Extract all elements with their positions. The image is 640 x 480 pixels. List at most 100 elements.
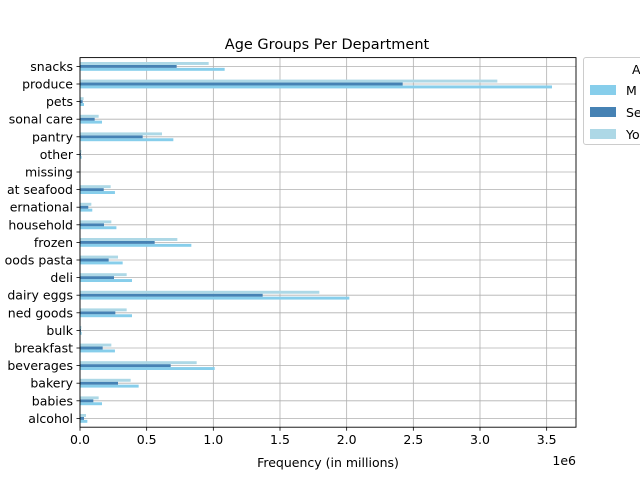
y-tick-label: produce — [22, 77, 73, 92]
bar — [80, 155, 82, 159]
y-tick-label: oods pasta — [5, 253, 73, 268]
bar — [80, 396, 99, 400]
y-tick-label: at seafood — [7, 182, 73, 197]
bar — [80, 191, 115, 194]
y-tick-label: pantry — [32, 129, 74, 144]
x-tick-label: 1.5 — [270, 432, 290, 447]
bar — [80, 135, 143, 139]
bar — [80, 399, 94, 403]
bar — [80, 349, 115, 353]
bar — [80, 276, 114, 280]
bar — [80, 419, 88, 423]
bar — [80, 152, 81, 156]
bar — [80, 361, 197, 365]
y-tick-label: ned goods — [8, 305, 73, 320]
y-tick-label: snacks — [30, 59, 73, 74]
bar — [80, 378, 131, 382]
bar — [80, 381, 118, 385]
bar — [80, 367, 215, 370]
bar — [80, 416, 84, 420]
y-tick-label: household — [8, 217, 73, 232]
y-tick-label: missing — [25, 165, 73, 180]
bar — [80, 132, 162, 136]
legend-swatch — [590, 129, 616, 139]
x-tick-label: 3.0 — [470, 432, 490, 447]
bar — [80, 314, 132, 318]
bar — [80, 364, 171, 368]
bar — [80, 243, 192, 247]
bar — [80, 120, 102, 124]
bar — [80, 346, 103, 350]
bar — [80, 185, 111, 189]
x-tick-label: 0.0 — [70, 432, 90, 447]
x-tick-label: 1.0 — [203, 432, 223, 447]
bar — [80, 79, 498, 83]
bar — [80, 67, 225, 71]
legend-label: Se — [626, 105, 640, 120]
bar — [80, 326, 82, 329]
bar — [80, 308, 127, 312]
bar — [80, 188, 104, 192]
legend-swatch — [590, 85, 616, 95]
bar — [80, 117, 95, 121]
legend-box — [583, 57, 640, 145]
bar — [80, 255, 118, 259]
bar — [80, 208, 93, 212]
bar — [80, 223, 104, 227]
y-tick-label: babies — [32, 393, 73, 408]
bar — [80, 138, 174, 142]
y-tick-label: deli — [50, 270, 73, 285]
x-tick-label: 2.5 — [403, 432, 423, 447]
legend-title: A — [632, 62, 640, 77]
bar — [80, 402, 102, 406]
bar — [80, 97, 84, 101]
bar — [80, 114, 99, 118]
chart-title: Age Groups Per Department — [225, 37, 430, 53]
bar — [80, 238, 178, 241]
bar — [80, 85, 552, 89]
bar — [80, 82, 403, 86]
y-tick-label: sonal care — [9, 112, 74, 127]
bar — [80, 226, 117, 230]
bar — [80, 220, 112, 224]
bar — [80, 202, 92, 206]
bar — [80, 343, 112, 347]
y-tick-label: pets — [46, 94, 73, 109]
bar — [80, 261, 123, 265]
y-tick-label: breakfast — [14, 341, 73, 356]
bar — [80, 205, 89, 209]
y-tick-label: bakery — [30, 376, 73, 391]
legend-swatch — [590, 107, 616, 117]
x-tick-label: 0.5 — [137, 432, 157, 447]
legend: A M Se Yo — [583, 57, 640, 145]
bar — [80, 258, 109, 262]
x-axis: 0.0 0.5 1.0 1.5 2.0 2.5 3.0 3.5 — [70, 427, 557, 447]
legend-label: M — [626, 83, 637, 98]
y-tick-label: bulk — [46, 323, 73, 338]
bar — [80, 150, 82, 153]
bar — [80, 273, 127, 277]
bar — [80, 290, 320, 294]
legend-label: Yo — [625, 127, 640, 142]
y-tick-label: frozen — [34, 235, 73, 250]
x-axis-label: Frequency (in millions) — [257, 455, 399, 470]
bar — [80, 331, 82, 335]
bar — [80, 384, 139, 388]
bar — [80, 64, 177, 68]
x-tick-label: 3.5 — [537, 432, 557, 447]
y-tick-label: beverages — [7, 358, 73, 373]
y-tick-label: alcohol — [28, 411, 73, 426]
y-tick-label: dairy eggs — [7, 288, 73, 303]
bar — [80, 328, 81, 332]
bars — [80, 62, 552, 423]
x-tick-label: 2.0 — [337, 432, 357, 447]
bar — [80, 103, 84, 106]
bar — [80, 293, 263, 297]
bar — [80, 279, 132, 282]
x-axis-offset-label: 1e6 — [552, 453, 576, 468]
y-tick-label: ernational — [10, 200, 73, 215]
bar — [80, 311, 116, 315]
bar — [80, 240, 155, 244]
bar — [80, 62, 209, 65]
